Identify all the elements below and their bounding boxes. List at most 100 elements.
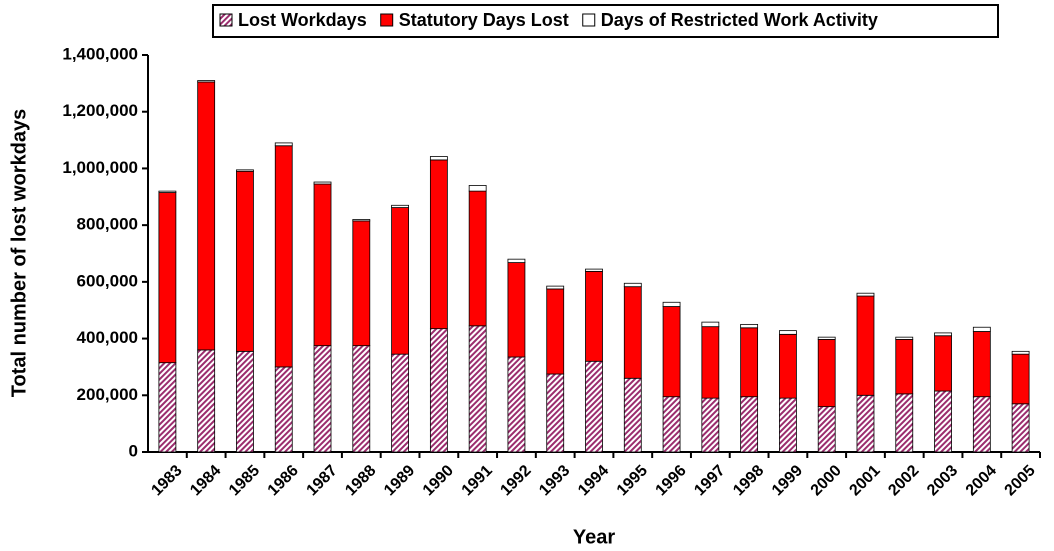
- x-tick-label: 1988: [342, 462, 379, 499]
- x-tick-label: 1989: [381, 462, 418, 499]
- x-tick-label: 1991: [459, 462, 496, 499]
- legend-label: Statutory Days Lost: [399, 10, 569, 30]
- x-tick-label: 1986: [265, 462, 302, 499]
- x-tick-label: 1984: [187, 462, 224, 499]
- x-tick-label: 1993: [536, 462, 573, 499]
- bar-segment: [507, 356, 526, 453]
- bar-segment: [972, 331, 991, 398]
- bar-segment: [352, 345, 371, 453]
- bar-segment: [701, 326, 720, 399]
- x-tick-label: 2003: [924, 462, 961, 499]
- bar-segment: [934, 335, 952, 392]
- x-tick-label: 1996: [653, 462, 690, 499]
- bar-segment: [236, 170, 254, 352]
- bar-segment: [507, 258, 526, 263]
- bar-segment: [352, 220, 371, 347]
- bar-segment: [740, 396, 759, 453]
- bar-segment: [856, 292, 875, 297]
- bar-segment: [1011, 353, 1030, 405]
- bar-segment: [468, 185, 487, 192]
- x-tick-label: 1997: [691, 462, 728, 499]
- bar-segment: [429, 328, 448, 453]
- bar-segment: [236, 169, 254, 172]
- bar-segment: [274, 142, 293, 147]
- bar-segment: [662, 301, 681, 307]
- y-tick-label: 200,000: [77, 385, 138, 404]
- bar-segment: [274, 145, 293, 368]
- x-tick-label: 1998: [730, 462, 767, 499]
- bar-segment: [972, 396, 991, 453]
- bar-segment: [662, 306, 681, 398]
- x-tick-label: 1990: [420, 462, 457, 499]
- bar-segment: [972, 326, 991, 332]
- bar-segment: [158, 190, 177, 193]
- legend-label: Days of Restricted Work Activity: [601, 10, 878, 30]
- x-tick-label: 1992: [497, 462, 534, 499]
- legend-swatch: [219, 13, 233, 27]
- bar-segment: [313, 183, 332, 347]
- legend-box: [212, 4, 999, 38]
- bar-segment: [197, 349, 216, 453]
- bar-segment: [779, 397, 797, 453]
- bar-segment: [468, 325, 487, 453]
- bar-segment: [895, 393, 914, 453]
- x-tick-label: 2005: [1002, 462, 1039, 499]
- legend-swatch: [582, 13, 596, 27]
- bar-segment: [817, 336, 836, 340]
- bar-segment: [817, 339, 836, 408]
- bar-segment: [740, 327, 759, 398]
- x-tick-label: 2000: [808, 462, 845, 499]
- bar-segment: [429, 156, 448, 161]
- x-tick-label: 2004: [963, 462, 1000, 499]
- bar-segment: [895, 336, 914, 340]
- bar-segment: [701, 321, 720, 328]
- y-tick-label: 800,000: [77, 215, 138, 234]
- bar-segment: [158, 192, 177, 364]
- bar-segment: [585, 360, 603, 453]
- bar-segment: [546, 373, 565, 453]
- bar-segment: [197, 81, 216, 351]
- bar-segment: [817, 406, 836, 453]
- bar-segment: [546, 288, 565, 375]
- bar-segment: [158, 362, 177, 453]
- bar-segment: [623, 377, 642, 453]
- bar-segment: [1011, 350, 1030, 355]
- y-tick-label: 600,000: [77, 271, 138, 290]
- bar-segment: [507, 262, 526, 358]
- bar-segment: [934, 332, 952, 337]
- bar-segment: [934, 390, 952, 453]
- bar-segment: [236, 350, 254, 453]
- bar-segment: [313, 345, 332, 453]
- bar-segment: [468, 190, 487, 327]
- bar-segment: [391, 204, 409, 208]
- bar-segment: [429, 159, 448, 330]
- bar-segment: [662, 396, 681, 453]
- y-tick-label: 1,000,000: [62, 158, 138, 177]
- bar-segment: [352, 219, 371, 222]
- y-tick-label: 400,000: [77, 328, 138, 347]
- bar-segment: [701, 397, 720, 453]
- x-tick-label: 1999: [769, 462, 806, 499]
- bar-segment: [895, 339, 914, 395]
- bar-segment: [779, 333, 797, 399]
- bar-segment: [274, 366, 293, 453]
- y-axis-title: Total number of lost workdays: [8, 109, 30, 398]
- bar-segment: [391, 353, 409, 453]
- x-tick-label: 1985: [226, 462, 263, 499]
- bar-segment: [313, 181, 332, 185]
- bar-segment: [623, 282, 642, 288]
- x-tick-label: 2002: [885, 462, 922, 499]
- bar-segment: [856, 394, 875, 453]
- legend-swatch: [380, 13, 394, 27]
- x-tick-label: 1987: [304, 462, 341, 499]
- bar-segment: [623, 286, 642, 379]
- y-tick-label: 1,200,000: [62, 101, 138, 120]
- x-axis-title: Year: [573, 526, 615, 548]
- bar-segment: [197, 80, 216, 83]
- x-tick-label: 1995: [614, 462, 651, 499]
- bar-segment: [546, 285, 565, 290]
- x-tick-label: 1983: [148, 462, 185, 499]
- bar-segment: [740, 323, 759, 329]
- bar-segment: [856, 295, 875, 396]
